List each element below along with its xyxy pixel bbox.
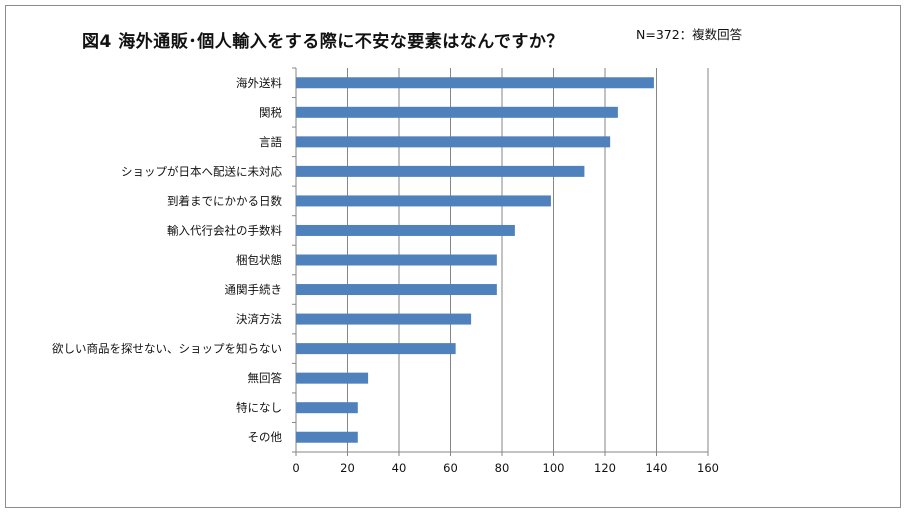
bar [296, 431, 358, 443]
bar [296, 195, 551, 207]
bar [296, 284, 497, 296]
category-label: 輸入代行会社の手数料 [167, 223, 282, 237]
bar [296, 224, 515, 236]
chart-title: 図4 海外通販･個人輸入をする際に不安な要素はなんですか？ [82, 32, 564, 52]
x-tick-label: 20 [340, 461, 355, 475]
category-label: その他 [248, 430, 283, 444]
bar [296, 402, 358, 414]
x-tick-label: 140 [646, 461, 668, 475]
category-label: ショップが日本へ配送に未対応 [121, 164, 282, 178]
x-tick-label: 120 [594, 461, 616, 475]
x-tick-label: 160 [697, 461, 719, 475]
category-label: 通関手続き [225, 283, 283, 297]
category-label: 海外送料 [236, 76, 282, 90]
sample-size-note: N=372：複数回答 [636, 27, 743, 42]
category-label: 到着までにかかる日数 [167, 194, 282, 208]
x-tick-label: 0 [292, 461, 299, 475]
bar [296, 77, 654, 89]
x-tick-label: 60 [443, 461, 458, 475]
category-label: 梱包状態 [236, 253, 282, 267]
category-label: 特になし [236, 401, 282, 415]
category-label: 無回答 [248, 371, 283, 385]
category-label: 関税 [259, 105, 282, 119]
category-label: 欲しい商品を探せない、ショップを知らない [52, 342, 282, 356]
x-tick-label: 80 [495, 461, 510, 475]
category-label: 決済方法 [236, 312, 282, 326]
x-tick-label: 100 [543, 461, 565, 475]
bar [296, 343, 456, 355]
bar [296, 165, 585, 177]
category-label: 言語 [259, 135, 282, 149]
bar [296, 106, 618, 118]
bar [296, 254, 497, 266]
x-tick-label: 40 [392, 461, 407, 475]
bar [296, 313, 472, 325]
bar [296, 372, 369, 384]
bar [296, 136, 611, 148]
